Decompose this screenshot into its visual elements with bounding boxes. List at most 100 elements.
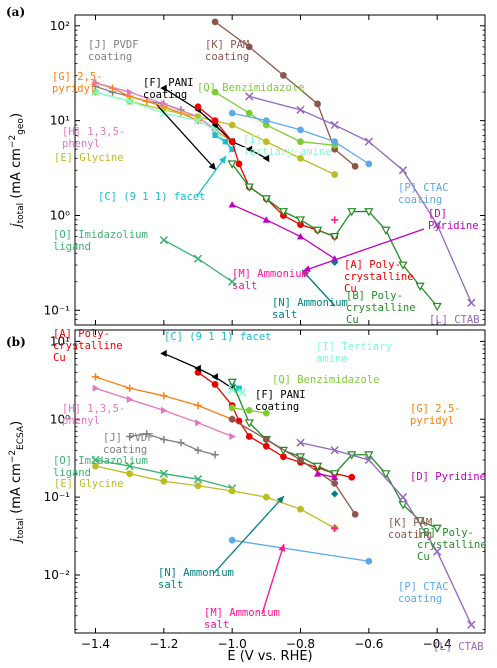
point-G (126, 384, 134, 392)
series-line-I (231, 389, 243, 394)
point-O (159, 235, 168, 245)
point-H (195, 419, 202, 427)
series-Q (228, 404, 270, 417)
point-Q (297, 138, 304, 146)
series-label: [J] PVDF coating (103, 432, 154, 456)
series-label: [K] PAM coating (205, 39, 249, 63)
point-E (126, 470, 134, 478)
point-A (245, 433, 253, 440)
point-A (211, 117, 219, 125)
point-B (381, 470, 391, 479)
point-P (297, 126, 304, 134)
point-D (313, 470, 322, 477)
series-line-E (95, 465, 335, 529)
point-K (211, 18, 219, 26)
point-B (244, 183, 254, 192)
series-I (228, 385, 247, 397)
point-I (91, 87, 100, 97)
point-H (160, 406, 168, 414)
point-M (331, 216, 339, 224)
point-D (331, 473, 339, 481)
point-O (193, 475, 203, 484)
point-K (314, 100, 321, 108)
point-J (143, 430, 151, 438)
point-B (261, 195, 271, 204)
point-J (126, 432, 134, 441)
series-label: [L] CTAB (429, 314, 480, 326)
point-H (92, 79, 100, 87)
point-L (364, 137, 373, 146)
point-P (365, 160, 373, 168)
point-E (228, 487, 236, 495)
point-O (193, 254, 203, 263)
point-K (331, 480, 339, 487)
point-J (160, 435, 168, 444)
series-line-O (163, 239, 233, 283)
point-C (229, 146, 235, 152)
series-label: [C] (9 1 1) facet (98, 191, 205, 203)
series-label: [J] PVDF coating (88, 39, 139, 63)
point-Q (211, 88, 219, 96)
series-D (228, 201, 339, 262)
series-A (194, 368, 356, 481)
y-tick-label: 10⁻² (44, 568, 71, 582)
series-C (212, 132, 235, 152)
point-L (245, 92, 254, 101)
point-H (92, 384, 100, 392)
series-label: [O] Imidazolium ligand (53, 455, 148, 479)
point-B (227, 378, 237, 387)
series-label: [I] Tertiary amine (243, 134, 332, 158)
series-label: [I] Tertiary amine (316, 341, 392, 365)
point-H (229, 432, 236, 441)
point-O (125, 462, 134, 471)
series-K (211, 18, 359, 170)
series-label: [F] PANI coating (255, 389, 306, 413)
point-K (351, 162, 359, 170)
point-G (143, 97, 151, 105)
point-Q (228, 404, 236, 412)
point-B (330, 233, 340, 242)
point-B (364, 451, 374, 460)
series-label: [Q] Benzimidazole (197, 82, 304, 94)
x-axis-label: E (V vs. RHE) (227, 649, 312, 664)
y-tick-label: 10² (50, 19, 70, 33)
point-B (364, 208, 374, 217)
point-B (432, 524, 442, 533)
series-line-F (163, 352, 233, 389)
y-tick-label: 10¹ (50, 334, 70, 348)
series-label: [F] PANI coating (143, 77, 194, 101)
point-G (91, 373, 100, 381)
series-label: [C] (9 1 1) facet (164, 331, 271, 343)
series-label: [M] Ammonium salt (204, 607, 280, 631)
point-L (398, 166, 408, 175)
series-N (331, 258, 339, 267)
series-line-L (300, 442, 472, 625)
series-label: [D] Pyridine (410, 471, 486, 483)
series-label: [H] 1,3,5-phenyl (62, 126, 125, 150)
panel-b: 10⁻² 10⁻¹ 10⁰ 10¹ −1.4 −1.2 −1.0 −0.8 −0.6 −0.4 jt… (8, 328, 487, 653)
point-K (228, 415, 236, 423)
point-E (297, 154, 304, 162)
x-tick-label: −0.6 (354, 637, 383, 651)
point-O (228, 277, 237, 286)
annotation-arrowhead-D (303, 265, 311, 273)
point-L (433, 220, 442, 229)
point-P (228, 536, 236, 544)
series-L (245, 92, 476, 307)
annotation-arrowhead-C (219, 156, 226, 164)
point-K (297, 456, 304, 464)
series-O (159, 235, 237, 286)
point-G (160, 392, 168, 400)
point-G (194, 401, 202, 410)
axes-frame (74, 329, 486, 634)
point-F (194, 364, 201, 372)
point-I (193, 116, 203, 125)
point-F (245, 145, 253, 153)
series-K (228, 415, 359, 518)
x-tick-label: −1.4 (81, 637, 110, 651)
point-H (126, 88, 134, 96)
series-M (331, 216, 339, 224)
point-A (194, 103, 202, 111)
point-B (312, 462, 323, 471)
